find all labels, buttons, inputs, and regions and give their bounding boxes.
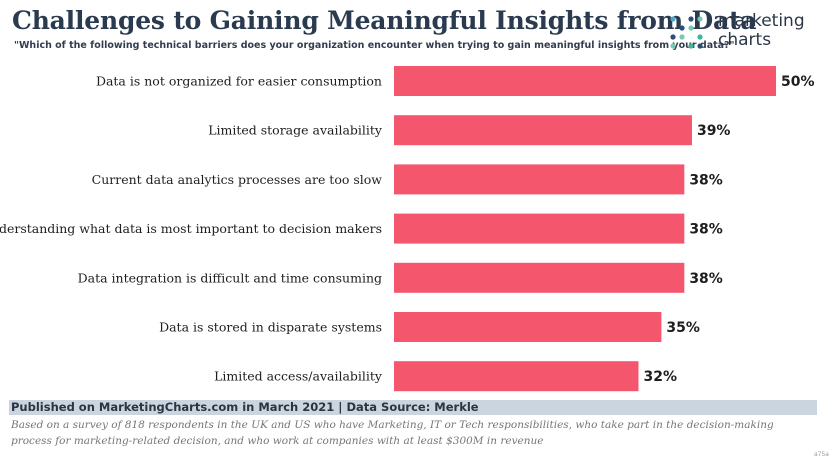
logo-dot bbox=[697, 16, 703, 22]
bar bbox=[394, 115, 692, 146]
category-label: Understanding what data is most importan… bbox=[0, 221, 382, 236]
chart-subtitle: "Which of the following technical barrie… bbox=[14, 40, 735, 51]
logo-dots-icon bbox=[670, 16, 703, 49]
logo-wordmark: marketing charts bbox=[718, 12, 805, 50]
bar-chart: Data is not organized for easier consump… bbox=[0, 66, 815, 392]
logo-dot bbox=[697, 43, 703, 49]
logo-dot bbox=[688, 43, 694, 49]
value-label: 38% bbox=[689, 172, 723, 188]
category-label: Data is stored in disparate systems bbox=[159, 320, 382, 335]
source-line: Published on MarketingCharts.com in Marc… bbox=[9, 400, 817, 415]
bar bbox=[394, 361, 639, 392]
category-label: Data is not organized for easier consump… bbox=[96, 74, 382, 89]
value-label: 38% bbox=[689, 271, 723, 287]
chart-title: Challenges to Gaining Meaningful Insight… bbox=[12, 6, 757, 35]
value-label: 32% bbox=[643, 369, 677, 385]
bar bbox=[394, 164, 685, 195]
category-label: Data integration is difficult and time c… bbox=[78, 270, 382, 285]
bar bbox=[394, 66, 776, 96]
bar bbox=[394, 312, 662, 342]
bar bbox=[394, 262, 685, 293]
category-label: Current data analytics processes are too… bbox=[92, 172, 383, 187]
bar bbox=[394, 213, 685, 244]
logo-dot bbox=[670, 34, 676, 40]
logo-dot bbox=[688, 25, 694, 31]
logo-dot bbox=[679, 34, 685, 40]
logo-dot bbox=[679, 25, 685, 31]
logo-dot bbox=[688, 16, 694, 22]
survey-footnote: Based on a survey of 818 respondents in … bbox=[11, 419, 774, 447]
value-label: 39% bbox=[697, 123, 731, 139]
value-label: 38% bbox=[689, 222, 723, 238]
logo-line-1: marketing bbox=[718, 11, 805, 31]
logo-dot bbox=[697, 34, 703, 40]
value-label: 50% bbox=[781, 74, 815, 90]
marketingcharts-logo: marketing charts bbox=[668, 12, 828, 52]
corner-mark: a75a bbox=[814, 451, 829, 458]
category-label: Limited storage availability bbox=[208, 123, 383, 138]
logo-line-2: charts bbox=[718, 30, 772, 50]
logo-dot bbox=[670, 43, 676, 49]
category-label: Limited access/availability bbox=[214, 369, 383, 384]
value-label: 35% bbox=[666, 320, 700, 336]
logo-dot bbox=[670, 16, 676, 22]
